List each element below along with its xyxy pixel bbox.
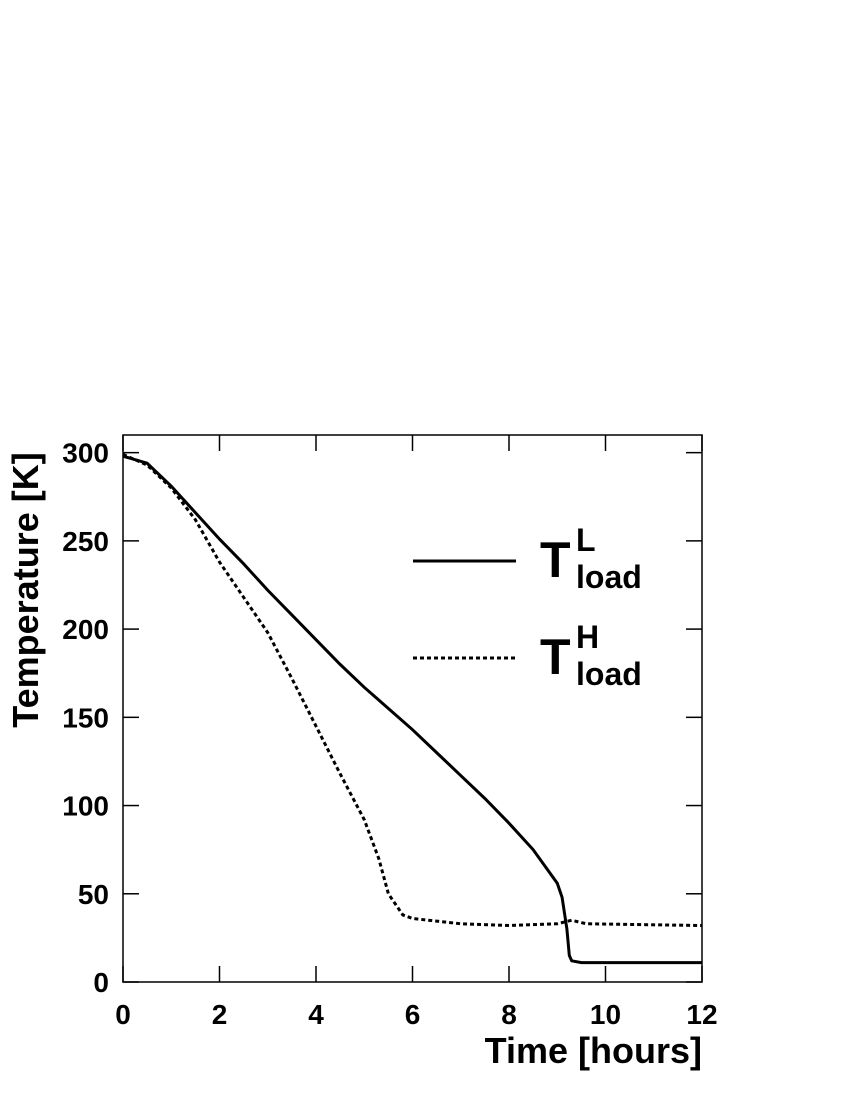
- x-tick-label: 0: [115, 999, 131, 1030]
- x-tick-label: 2: [212, 999, 228, 1030]
- legend-label: T: [540, 629, 571, 685]
- x-tick-label: 10: [590, 999, 621, 1030]
- legend-sub: load: [576, 559, 642, 595]
- series-line: [122, 454, 702, 965]
- plot-frame: [122, 434, 703, 983]
- legend-sub: load: [576, 656, 642, 692]
- y-tick-label: 0: [93, 967, 109, 998]
- x-tick-label: 12: [686, 999, 717, 1030]
- legend-sup: H: [576, 619, 599, 655]
- y-tick-label: 250: [62, 526, 109, 557]
- y-axis-title: Temperature [K]: [5, 452, 46, 727]
- legend-label: T: [540, 532, 571, 588]
- x-tick-label: 4: [308, 999, 324, 1030]
- x-axis-title: Time [hours]: [485, 1030, 702, 1071]
- y-tick-label: 100: [62, 791, 109, 822]
- y-tick-label: 50: [78, 879, 109, 910]
- y-tick-label: 150: [62, 702, 109, 733]
- y-tick-label: 300: [62, 438, 109, 469]
- series-line: [122, 453, 703, 928]
- y-tick-label: 200: [62, 614, 109, 645]
- x-tick-label: 6: [405, 999, 421, 1030]
- x-tick-label: 8: [501, 999, 517, 1030]
- legend-sup: L: [576, 522, 596, 558]
